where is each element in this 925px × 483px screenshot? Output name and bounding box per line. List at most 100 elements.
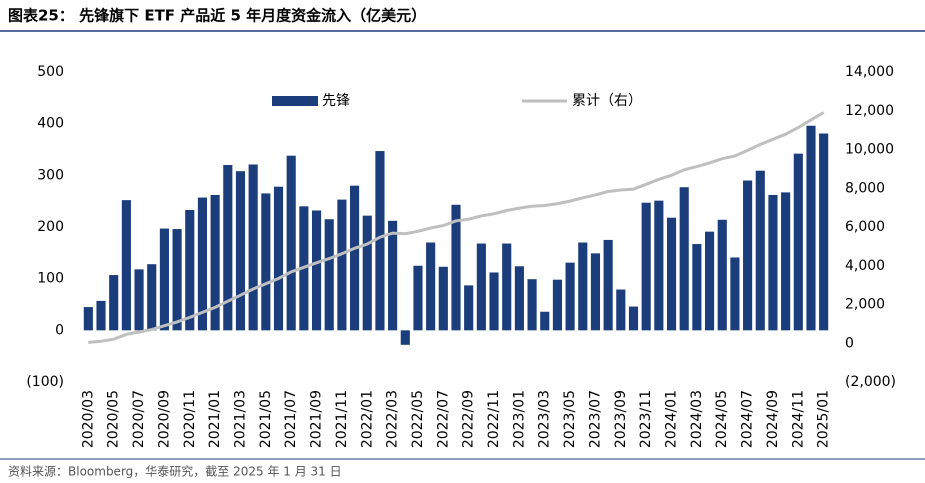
bar [578, 242, 588, 331]
x-tick-label: 2022/11 [486, 390, 502, 448]
x-tick-label: 2024/09 [765, 390, 781, 448]
bar [717, 219, 727, 331]
x-tick-label: 2021/03 [232, 390, 248, 448]
y2-tick-label: 4,000 [845, 258, 885, 274]
x-tick-label: 2023/03 [537, 390, 553, 448]
bar [337, 199, 347, 331]
x-tick-label: 2022/05 [410, 390, 426, 448]
y2-tick-label: 10,000 [845, 142, 894, 158]
bar [641, 202, 651, 331]
bar [223, 165, 233, 331]
x-tick-label: 2025/01 [816, 390, 832, 448]
line [88, 111, 825, 344]
bar [806, 125, 816, 331]
bar [438, 266, 448, 331]
bar [476, 243, 486, 331]
x-tick-label: 2020/07 [131, 390, 147, 448]
bar [375, 151, 385, 331]
bar [235, 171, 246, 331]
bar [172, 229, 182, 331]
y2-tick-label: 2,000 [845, 297, 885, 313]
bar [400, 330, 410, 345]
bar [464, 285, 474, 331]
bar [362, 215, 372, 331]
bar [540, 311, 550, 331]
chart-title: 图表25： 先锋旗下 ETF 产品近 5 年月度资金流入（亿美元） [8, 7, 426, 25]
x-tick-label: 2020/03 [80, 390, 96, 448]
bar [426, 242, 436, 331]
bar [666, 217, 677, 331]
x-tick-label: 2024/03 [689, 390, 705, 448]
x-tick-label: 2020/05 [106, 390, 122, 448]
x-tick-label: 2024/07 [740, 390, 756, 448]
bar [768, 194, 778, 331]
x-tick-label: 2023/07 [587, 390, 603, 448]
bar [248, 164, 258, 331]
bar [311, 210, 322, 331]
legend-swatch [272, 96, 318, 106]
y-tick-label: 400 [37, 116, 64, 132]
bar [743, 180, 753, 331]
bar [96, 300, 106, 331]
y-tick-label: 100 [37, 271, 64, 287]
x-tick-label: 2021/05 [258, 390, 274, 448]
bar [134, 269, 144, 331]
legend-label: 先锋 [322, 93, 350, 109]
x-tick-label: 2024/05 [714, 390, 730, 448]
y-tick-label: 0 [55, 322, 64, 338]
bar [451, 204, 461, 331]
y2-tick-label: (2,000) [845, 374, 896, 390]
bar [628, 306, 639, 331]
y-tick-label: 300 [37, 167, 64, 183]
bar [286, 155, 296, 331]
bar [692, 244, 702, 331]
bar [159, 228, 169, 331]
bar [514, 266, 524, 331]
bar [793, 153, 803, 331]
x-tick-label: 2024/01 [664, 390, 680, 448]
x-tick-label: 2021/09 [309, 390, 325, 448]
bar [197, 197, 208, 331]
bar [388, 220, 398, 331]
x-tick-label: 2022/03 [385, 390, 401, 448]
y2-tick-label: 14,000 [845, 64, 894, 80]
x-tick-label: 2023/01 [511, 390, 527, 448]
x-tick-label: 2021/07 [283, 390, 299, 448]
x-tick-label: 2021/01 [207, 390, 223, 448]
y2-tick-label: 0 [845, 335, 854, 351]
bar [603, 239, 613, 331]
bar [413, 265, 423, 331]
y-tick-label: 500 [37, 64, 64, 80]
legend-label: 累计（右） [572, 93, 642, 109]
bar [679, 187, 689, 331]
bar [704, 231, 715, 331]
bar [185, 209, 195, 331]
x-tick-label: 2022/07 [435, 390, 451, 448]
bar [83, 307, 93, 331]
y2-tick-label: 6,000 [845, 219, 885, 235]
x-tick-label: 2022/09 [461, 390, 477, 448]
bar [210, 194, 220, 331]
bar [565, 262, 575, 331]
y-tick-label: (100) [26, 374, 64, 390]
bar [502, 243, 512, 331]
bar [109, 275, 119, 331]
x-tick-label: 2023/05 [562, 390, 578, 448]
bar [147, 264, 157, 331]
x-tick-label: 2020/09 [156, 390, 172, 448]
y-tick-label: 200 [37, 219, 64, 235]
bar [527, 279, 537, 331]
x-tick-label: 2023/11 [638, 390, 654, 448]
bar [590, 253, 601, 331]
bar [730, 257, 740, 331]
x-tick-label: 2021/11 [334, 390, 350, 448]
bar [755, 170, 765, 331]
x-tick-label: 2020/11 [182, 390, 198, 448]
bar [654, 200, 664, 331]
bar [616, 289, 626, 331]
y2-tick-label: 8,000 [845, 180, 885, 196]
x-tick-label: 2024/11 [790, 390, 806, 448]
bar [489, 272, 499, 331]
bar [819, 133, 829, 331]
